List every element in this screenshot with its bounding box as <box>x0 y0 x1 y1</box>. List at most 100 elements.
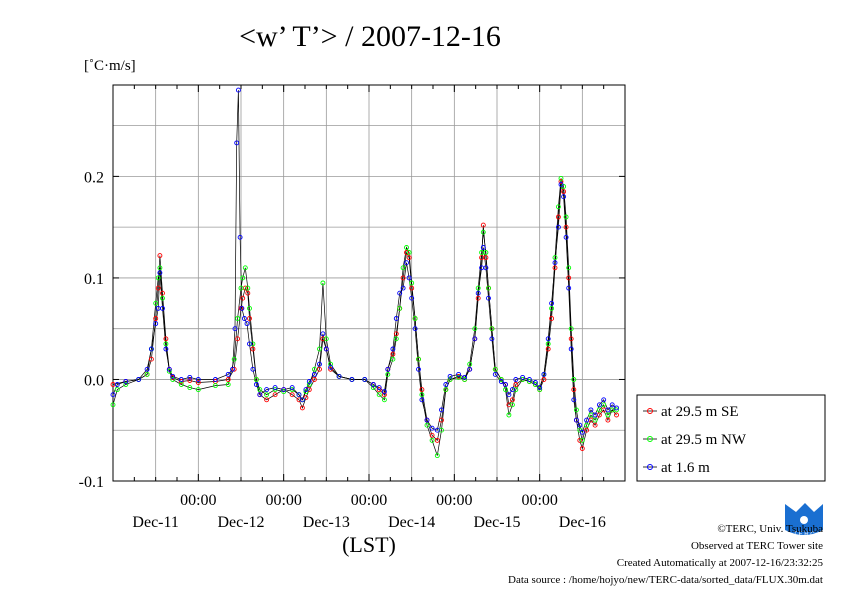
series-point-0 <box>187 378 193 383</box>
series-point-2 <box>566 285 572 291</box>
series-point-2 <box>289 385 295 391</box>
series-point-0 <box>289 392 295 398</box>
series-point-0 <box>235 336 241 342</box>
series-point-0 <box>328 366 334 372</box>
series-point-2 <box>187 374 193 380</box>
series-point-1 <box>195 387 201 393</box>
series-point-2 <box>467 366 473 372</box>
series-point-0 <box>558 179 564 184</box>
series-point-1 <box>506 412 512 418</box>
series-point-0 <box>231 366 237 372</box>
series-point-2 <box>406 275 412 281</box>
x-tick-day-label: Dec-12 <box>217 514 264 531</box>
series-point-2 <box>253 382 259 387</box>
series-point-1 <box>160 295 165 301</box>
series-point-0 <box>439 417 444 423</box>
series-point-2 <box>549 300 555 306</box>
x-tick-time-label: 00:00 <box>436 492 472 509</box>
series-point-1 <box>537 387 543 393</box>
series-point-2 <box>571 397 577 403</box>
series-point-1 <box>393 336 399 342</box>
series-point-1 <box>110 402 116 408</box>
series-point-0 <box>480 222 486 228</box>
series-point-1 <box>400 265 406 271</box>
series-point-1 <box>571 377 577 382</box>
series-point-2 <box>526 377 532 382</box>
series-point-2 <box>579 429 585 435</box>
series-point-2 <box>513 377 519 382</box>
x-tick-day-label: Dec-14 <box>388 514 435 531</box>
legend-marker <box>647 436 653 442</box>
series-point-1 <box>509 402 515 408</box>
series-point-2 <box>456 371 462 377</box>
series-point-2 <box>296 392 302 398</box>
series-point-1 <box>320 280 326 286</box>
series-point-2 <box>480 245 486 250</box>
legend-box <box>636 394 826 482</box>
series-point-2 <box>563 234 569 240</box>
series-point-1 <box>245 285 251 291</box>
x-tick-day-label: Dec-13 <box>303 514 350 531</box>
series-point-1 <box>532 382 538 387</box>
y-axis-ticks: -0.1 0.0 0.1 0.2 <box>79 169 625 491</box>
series-point-0 <box>545 346 551 352</box>
series-point-2 <box>241 316 247 321</box>
series-point-2 <box>555 224 561 230</box>
observed-text: Observed at TERC Tower site <box>691 540 823 552</box>
series-point-0 <box>153 316 159 321</box>
series-point-2 <box>148 346 154 352</box>
series-point-2 <box>244 321 250 327</box>
series-point-1 <box>404 245 409 250</box>
series-point-2 <box>447 373 453 379</box>
series-point-1 <box>281 389 287 395</box>
series-point-0 <box>400 275 406 281</box>
series-point-2 <box>385 366 391 372</box>
series-point-1 <box>483 250 489 255</box>
series-point-2 <box>400 285 406 291</box>
series-point-1 <box>238 285 244 291</box>
series-point-1 <box>552 255 558 261</box>
series-point-1 <box>419 392 425 398</box>
series-point-2 <box>584 417 590 423</box>
series-point-2 <box>178 377 184 382</box>
series-point-2 <box>239 305 245 311</box>
series-point-1 <box>480 229 486 235</box>
series-point-2 <box>577 422 583 428</box>
series-point-1 <box>114 387 120 393</box>
series-point-1 <box>434 453 440 459</box>
series-point-2 <box>429 425 435 431</box>
series-point-1 <box>240 275 246 281</box>
series-point-1 <box>467 361 473 367</box>
series-point-1 <box>409 280 415 286</box>
series-point-1 <box>264 392 270 398</box>
series-point-2 <box>483 265 489 271</box>
series-point-2 <box>573 417 579 423</box>
series-point-1 <box>144 371 150 377</box>
logo-drop-icon <box>800 516 808 524</box>
series-point-2 <box>272 385 278 391</box>
created-text: Created Automatically at 2007-12-16/23:3… <box>617 557 824 569</box>
series-point-1 <box>253 377 259 382</box>
series-point-2 <box>250 366 256 372</box>
series-point-1 <box>247 305 252 311</box>
series-point-2 <box>212 377 218 382</box>
series-point-1 <box>381 397 387 403</box>
series-point-0 <box>264 397 270 403</box>
series-point-2 <box>160 305 165 311</box>
series-point-1 <box>235 316 241 321</box>
series-point-1 <box>545 341 551 347</box>
legend-marker <box>647 408 653 414</box>
terc-logo: T E R C <box>785 503 823 538</box>
series-point-2 <box>370 382 376 387</box>
series-point-1 <box>424 422 430 428</box>
series-point-0 <box>483 255 489 261</box>
series-point-2 <box>166 366 172 372</box>
series-point-2 <box>462 374 468 380</box>
series-point-2 <box>195 377 201 382</box>
series-point-1 <box>568 326 574 332</box>
y-tick-label: 0.2 <box>84 169 104 186</box>
series-point-2 <box>588 407 594 413</box>
series-point-0 <box>247 316 252 321</box>
series-point-1 <box>225 382 231 387</box>
series-point-2 <box>561 194 567 200</box>
